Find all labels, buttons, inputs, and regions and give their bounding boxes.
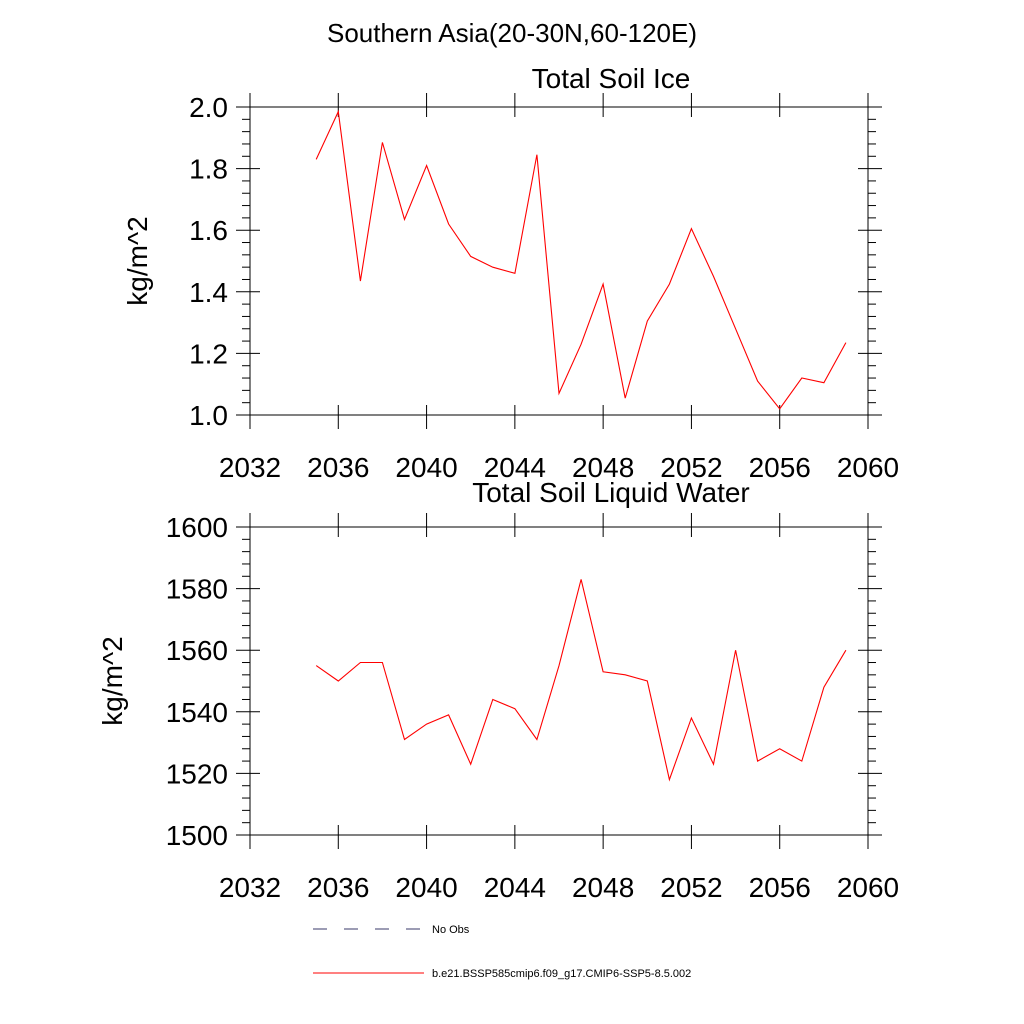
soil-liquid-x-tick-label: 2052 [660, 872, 722, 903]
soil-liquid-y-tick-label: 1500 [166, 820, 228, 851]
soil-liquid-y-tick-label: 1580 [166, 574, 228, 605]
soil-liquid-y-tick-label: 1600 [166, 512, 228, 543]
soil-liquid-series-line [315, 579, 847, 782]
soil-ice-y-tick-label: 2.0 [189, 92, 228, 123]
soil-liquid-x-tick-label: 2056 [749, 872, 811, 903]
soil-liquid-x-tick-label: 2032 [219, 872, 281, 903]
soil-ice-x-tick-label: 2044 [484, 452, 546, 483]
legend-model-label: b.e21.BSSP585cmip6.f09_g17.CMIP6-SSP5-8.… [432, 968, 691, 980]
legend: No Obs b.e21.BSSP585cmip6.f09_g17.CMIP6-… [313, 924, 691, 980]
soil-liquid-x-tick-label: 2040 [395, 872, 457, 903]
soil-ice-y-tick-label: 1.4 [189, 277, 228, 308]
soil-liquid-x-tick-label: 2048 [572, 872, 634, 903]
soil-ice-y-tick-label: 1.2 [189, 338, 228, 369]
soil-ice-x-tick-label: 2052 [660, 452, 722, 483]
soil-ice-y-tick-label: 1.8 [189, 154, 228, 185]
soil-ice-y-tick-label: 1.0 [189, 400, 228, 431]
legend-no-obs-label: No Obs [432, 924, 470, 936]
soil-liquid-x-tick-label: 2036 [307, 872, 369, 903]
soil-liquid-x-tick-label: 2060 [837, 872, 899, 903]
soil-ice-series-line [315, 109, 847, 410]
soil-liquid-y-axis-label: kg/m^2 [97, 636, 128, 725]
soil-liquid-y-tick-label: 1520 [166, 758, 228, 789]
soil-ice-y-tick-label: 1.6 [189, 215, 228, 246]
soil-ice-x-tick-label: 2056 [749, 452, 811, 483]
soil-ice-panel: Total Soil Ice kg/m^2 2032 2036 2040 2044 2048… [122, 63, 899, 483]
soil-ice-x-tick-label: 2032 [219, 452, 281, 483]
soil-ice-x-tick-label: 2060 [837, 452, 899, 483]
soil-liquid-y-tick-label: 1540 [166, 697, 228, 728]
soil-liquid-title: Total Soil Liquid Water [472, 477, 750, 508]
soil-liquid-water-panel: Total Soil Liquid Water kg/m^2 2032 2036 204… [97, 477, 899, 903]
soil-ice-title: Total Soil Ice [532, 63, 691, 94]
soil-liquid-plot-frame [249, 526, 869, 836]
soil-liquid-y-tick-label: 1560 [166, 635, 228, 666]
soil-ice-plot-frame [249, 106, 869, 416]
soil-ice-x-tick-label: 2040 [395, 452, 457, 483]
soil-liquid-x-tick-label: 2044 [484, 872, 546, 903]
soil-ice-x-tick-label: 2036 [307, 452, 369, 483]
soil-ice-y-axis-label: kg/m^2 [122, 216, 153, 305]
page-title: Southern Asia(20-30N,60-120E) [327, 18, 697, 48]
soil-ice-x-tick-label: 2048 [572, 452, 634, 483]
